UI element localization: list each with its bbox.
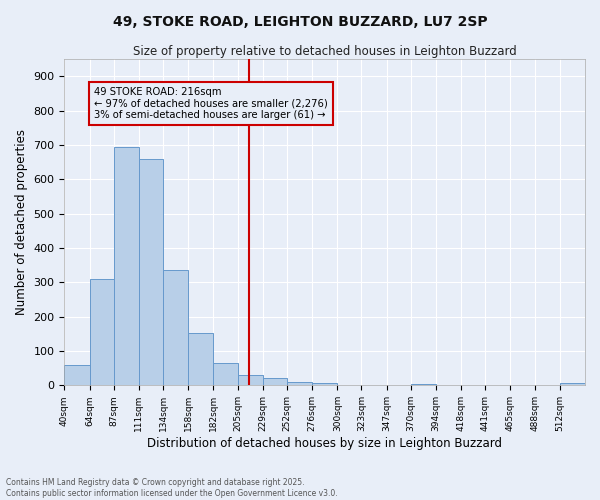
Y-axis label: Number of detached properties: Number of detached properties xyxy=(15,130,28,316)
Bar xyxy=(139,158,163,386)
Bar xyxy=(163,270,188,386)
Bar xyxy=(411,384,436,386)
Bar xyxy=(312,382,337,386)
Text: Contains HM Land Registry data © Crown copyright and database right 2025.
Contai: Contains HM Land Registry data © Crown c… xyxy=(6,478,338,498)
Bar xyxy=(64,366,89,386)
Bar xyxy=(89,279,114,386)
Title: Size of property relative to detached houses in Leighton Buzzard: Size of property relative to detached ho… xyxy=(133,45,517,58)
Bar xyxy=(188,333,214,386)
Bar xyxy=(287,382,312,386)
X-axis label: Distribution of detached houses by size in Leighton Buzzard: Distribution of detached houses by size … xyxy=(147,437,502,450)
Text: 49 STOKE ROAD: 216sqm
← 97% of detached houses are smaller (2,276)
3% of semi-de: 49 STOKE ROAD: 216sqm ← 97% of detached … xyxy=(94,86,328,120)
Bar xyxy=(214,363,238,386)
Bar xyxy=(114,148,139,386)
Text: 49, STOKE ROAD, LEIGHTON BUZZARD, LU7 2SP: 49, STOKE ROAD, LEIGHTON BUZZARD, LU7 2S… xyxy=(113,15,487,29)
Bar xyxy=(560,382,585,386)
Bar xyxy=(263,378,287,386)
Bar xyxy=(238,375,263,386)
